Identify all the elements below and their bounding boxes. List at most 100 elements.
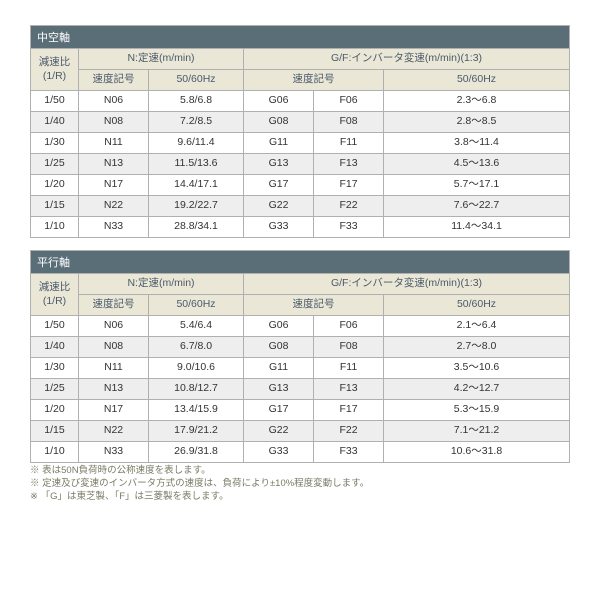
cell-nhz: 19.2/22.7	[149, 196, 244, 217]
cell-nhz: 9.0/10.6	[149, 358, 244, 379]
table-row: 1/15N2219.2/22.7G22F227.6～22.7	[31, 196, 570, 217]
cell-ncode: N22	[79, 196, 149, 217]
cell-g: G33	[244, 217, 314, 238]
cell-gfhz: 2.7～8.0	[384, 337, 570, 358]
cell-ncode: N06	[79, 91, 149, 112]
cell-g: G11	[244, 133, 314, 154]
cell-ncode: N17	[79, 175, 149, 196]
cell-g: G17	[244, 175, 314, 196]
cell-f: F11	[314, 358, 384, 379]
cell-g: G06	[244, 316, 314, 337]
cell-f: F08	[314, 337, 384, 358]
table-row: 1/50N065.8/6.8G06F062.3～6.8	[31, 91, 570, 112]
table-row: 1/50N065.4/6.4G06F062.1～6.4	[31, 316, 570, 337]
cell-gfhz: 3.8～11.4	[384, 133, 570, 154]
cell-g: G33	[244, 442, 314, 463]
th-gf-hz: 50/60Hz	[384, 295, 570, 316]
cell-gfhz: 2.8～8.5	[384, 112, 570, 133]
cell-f: F11	[314, 133, 384, 154]
cell-f: F17	[314, 175, 384, 196]
cell-nhz: 5.8/6.8	[149, 91, 244, 112]
table-row: 1/20N1714.4/17.1G17F175.7～17.1	[31, 175, 570, 196]
cell-nhz: 26.9/31.8	[149, 442, 244, 463]
cell-f: F06	[314, 91, 384, 112]
cell-f: F06	[314, 316, 384, 337]
cell-nhz: 17.9/21.2	[149, 421, 244, 442]
cell-g: G08	[244, 112, 314, 133]
cell-gfhz: 7.6～22.7	[384, 196, 570, 217]
cell-ratio: 1/25	[31, 154, 79, 175]
cell-ncode: N08	[79, 337, 149, 358]
cell-ratio: 1/40	[31, 337, 79, 358]
cell-ncode: N22	[79, 421, 149, 442]
cell-ratio: 1/25	[31, 379, 79, 400]
cell-gfhz: 2.3～6.8	[384, 91, 570, 112]
cell-g: G08	[244, 337, 314, 358]
cell-gfhz: 3.5～10.6	[384, 358, 570, 379]
th-gf-code: 速度記号	[244, 70, 384, 91]
cell-ncode: N33	[79, 442, 149, 463]
cell-g: G17	[244, 400, 314, 421]
cell-gfhz: 10.6～31.8	[384, 442, 570, 463]
cell-nhz: 28.8/34.1	[149, 217, 244, 238]
section-title: 平行軸	[30, 250, 570, 273]
cell-ncode: N06	[79, 316, 149, 337]
cell-g: G06	[244, 91, 314, 112]
table-row: 1/10N3326.9/31.8G33F3310.6～31.8	[31, 442, 570, 463]
cell-gfhz: 11.4～34.1	[384, 217, 570, 238]
cell-gfhz: 5.3～15.9	[384, 400, 570, 421]
cell-ratio: 1/15	[31, 196, 79, 217]
cell-nhz: 14.4/17.1	[149, 175, 244, 196]
cell-ratio: 1/50	[31, 91, 79, 112]
table-row: 1/40N086.7/8.0G08F082.7～8.0	[31, 337, 570, 358]
cell-ncode: N11	[79, 133, 149, 154]
cell-g: G13	[244, 154, 314, 175]
cell-f: F22	[314, 421, 384, 442]
th-gf-code: 速度記号	[244, 295, 384, 316]
table-row: 1/15N2217.9/21.2G22F227.1～21.2	[31, 421, 570, 442]
cell-ncode: N13	[79, 379, 149, 400]
cell-ratio: 1/20	[31, 175, 79, 196]
th-gf-hz: 50/60Hz	[384, 70, 570, 91]
cell-f: F33	[314, 442, 384, 463]
cell-nhz: 9.6/11.4	[149, 133, 244, 154]
cell-gfhz: 4.5～13.6	[384, 154, 570, 175]
cell-gfhz: 4.2～12.7	[384, 379, 570, 400]
th-n-hz: 50/60Hz	[149, 70, 244, 91]
th-n-group: N:定速(m/min)	[79, 274, 244, 295]
table-row: 1/25N1310.8/12.7G13F134.2～12.7	[31, 379, 570, 400]
cell-f: F13	[314, 154, 384, 175]
table-row: 1/10N3328.8/34.1G33F3311.4～34.1	[31, 217, 570, 238]
table-row: 1/30N119.0/10.6G11F113.5～10.6	[31, 358, 570, 379]
cell-f: F33	[314, 217, 384, 238]
cell-nhz: 11.5/13.6	[149, 154, 244, 175]
cell-ratio: 1/30	[31, 358, 79, 379]
cell-gfhz: 5.7～17.1	[384, 175, 570, 196]
cell-ncode: N17	[79, 400, 149, 421]
th-n-group: N:定速(m/min)	[79, 49, 244, 70]
th-n-code: 速度記号	[79, 295, 149, 316]
cell-nhz: 7.2/8.5	[149, 112, 244, 133]
cell-f: F17	[314, 400, 384, 421]
cell-ratio: 1/40	[31, 112, 79, 133]
table-row: 1/20N1713.4/15.9G17F175.3～15.9	[31, 400, 570, 421]
notes: ※ 表は50N負荷時の公称速度を表します。※ 定速及び変速のインバータ方式の速度…	[30, 465, 570, 503]
table-row: 1/25N1311.5/13.6G13F134.5～13.6	[31, 154, 570, 175]
cell-ncode: N11	[79, 358, 149, 379]
cell-ratio: 1/15	[31, 421, 79, 442]
cell-ncode: N33	[79, 217, 149, 238]
cell-g: G22	[244, 196, 314, 217]
cell-g: G11	[244, 358, 314, 379]
cell-nhz: 6.7/8.0	[149, 337, 244, 358]
cell-nhz: 13.4/15.9	[149, 400, 244, 421]
cell-g: G22	[244, 421, 314, 442]
spec-table: 減速比(1/R)N:定速(m/min)G/F:インバータ変速(m/min)(1:…	[30, 273, 570, 463]
th-ratio: 減速比(1/R)	[31, 49, 79, 91]
cell-ratio: 1/10	[31, 442, 79, 463]
th-gf-group: G/F:インバータ変速(m/min)(1:3)	[244, 49, 570, 70]
table-row: 1/40N087.2/8.5G08F082.8～8.5	[31, 112, 570, 133]
note-line: ※ 「G」は東芝製、「F」は三菱製を表します。	[30, 491, 570, 504]
cell-f: F08	[314, 112, 384, 133]
note-line: ※ 定速及び変速のインバータ方式の速度は、負荷により±10%程度変動します。	[30, 478, 570, 491]
th-n-code: 速度記号	[79, 70, 149, 91]
